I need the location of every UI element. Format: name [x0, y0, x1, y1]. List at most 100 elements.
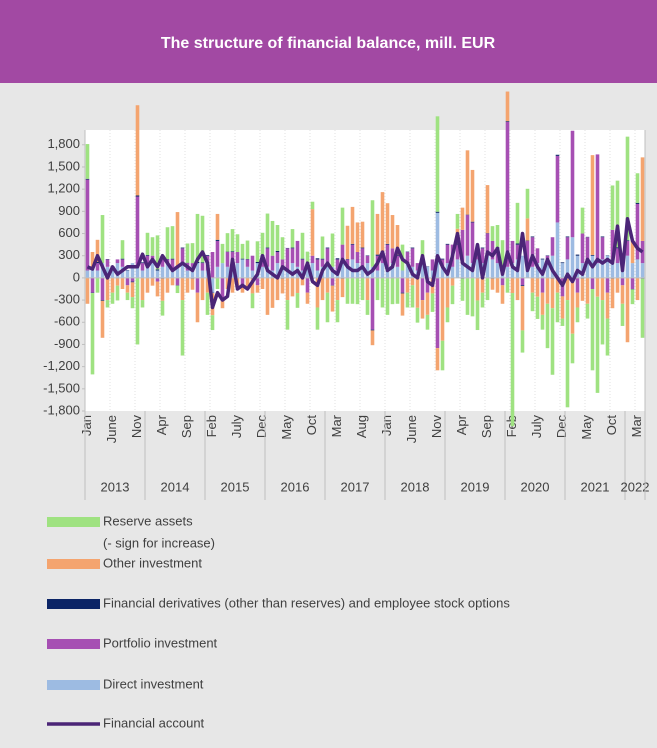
bar [190, 278, 195, 290]
bar [565, 236, 570, 238]
bar [380, 192, 385, 252]
legend-swatch [47, 680, 100, 690]
bar [525, 188, 530, 219]
x-group-label: 2014 [161, 479, 190, 494]
bar [120, 277, 125, 289]
bar [600, 277, 605, 301]
x-tick-label: May [579, 415, 594, 440]
bar [530, 236, 535, 238]
y-tick-label: -1,500 [43, 380, 80, 395]
legend-swatch [47, 599, 100, 609]
bar [480, 292, 485, 308]
bar [290, 247, 295, 249]
bar [405, 252, 410, 264]
bar [300, 277, 305, 286]
bar [555, 154, 560, 156]
legend-label: Direct investment [103, 676, 204, 691]
bar [160, 266, 165, 278]
bar [605, 277, 610, 293]
bar [240, 259, 245, 278]
bar [400, 293, 405, 316]
bar [620, 285, 625, 304]
bar [225, 266, 230, 278]
bar [220, 263, 225, 278]
bar [505, 121, 510, 267]
bar [615, 247, 620, 249]
bar [135, 277, 140, 345]
bar [240, 258, 245, 260]
bar [325, 292, 330, 323]
bar [230, 277, 235, 293]
bar [165, 263, 170, 278]
bar [500, 277, 505, 286]
bar [275, 263, 280, 278]
bar [240, 285, 245, 293]
bar [615, 277, 620, 293]
x-tick-label: Jan [79, 415, 94, 436]
bar [325, 247, 330, 249]
y-tick-label: 300 [58, 247, 80, 262]
bar [540, 277, 545, 293]
x-tick-label: May [279, 415, 294, 440]
bar [300, 259, 305, 271]
bar [170, 226, 175, 259]
bar [125, 292, 130, 301]
bar [245, 277, 250, 289]
bar [505, 266, 510, 278]
bar [280, 237, 285, 260]
bar [310, 201, 315, 210]
bar [130, 277, 135, 282]
bar [200, 277, 205, 301]
bar [255, 241, 260, 262]
bar [580, 278, 585, 301]
bar [360, 221, 365, 248]
bar [400, 270, 405, 278]
bar [510, 278, 515, 294]
bar [335, 277, 340, 301]
bar [100, 300, 105, 301]
bar [590, 155, 595, 255]
bar [495, 277, 500, 293]
bar [165, 227, 170, 260]
bar [570, 237, 575, 278]
bar [555, 155, 560, 223]
bar [610, 185, 615, 230]
y-tick-label: 600 [58, 225, 80, 240]
bar [180, 248, 185, 264]
bar [620, 303, 625, 326]
bar [400, 277, 405, 293]
bar [425, 292, 430, 315]
bar [140, 270, 145, 278]
bar [505, 91, 510, 122]
bar [145, 266, 150, 278]
bar [405, 277, 410, 293]
bar [385, 244, 390, 267]
bar [265, 213, 270, 248]
bar [525, 240, 530, 264]
legend-note: (- sign for increase) [103, 535, 215, 550]
bar [105, 266, 110, 278]
bar [270, 278, 275, 308]
bar [365, 277, 370, 301]
bar [585, 259, 590, 278]
bar [340, 244, 345, 264]
bar [320, 258, 325, 260]
bar [345, 266, 350, 278]
bar [215, 277, 220, 289]
x-tick-label: Mar [629, 414, 644, 437]
bar [120, 258, 125, 260]
bar [445, 243, 450, 245]
bar [555, 292, 560, 323]
bar [310, 209, 315, 256]
bar [615, 180, 620, 248]
x-tick-label: Nov [429, 415, 444, 439]
bar [495, 225, 500, 248]
bar [420, 300, 425, 319]
bar [580, 207, 585, 234]
bar [515, 202, 520, 244]
bar [390, 278, 395, 305]
bar [445, 307, 450, 323]
bar [355, 222, 360, 253]
x-tick-label: Oct [304, 415, 319, 436]
bar [140, 300, 145, 308]
